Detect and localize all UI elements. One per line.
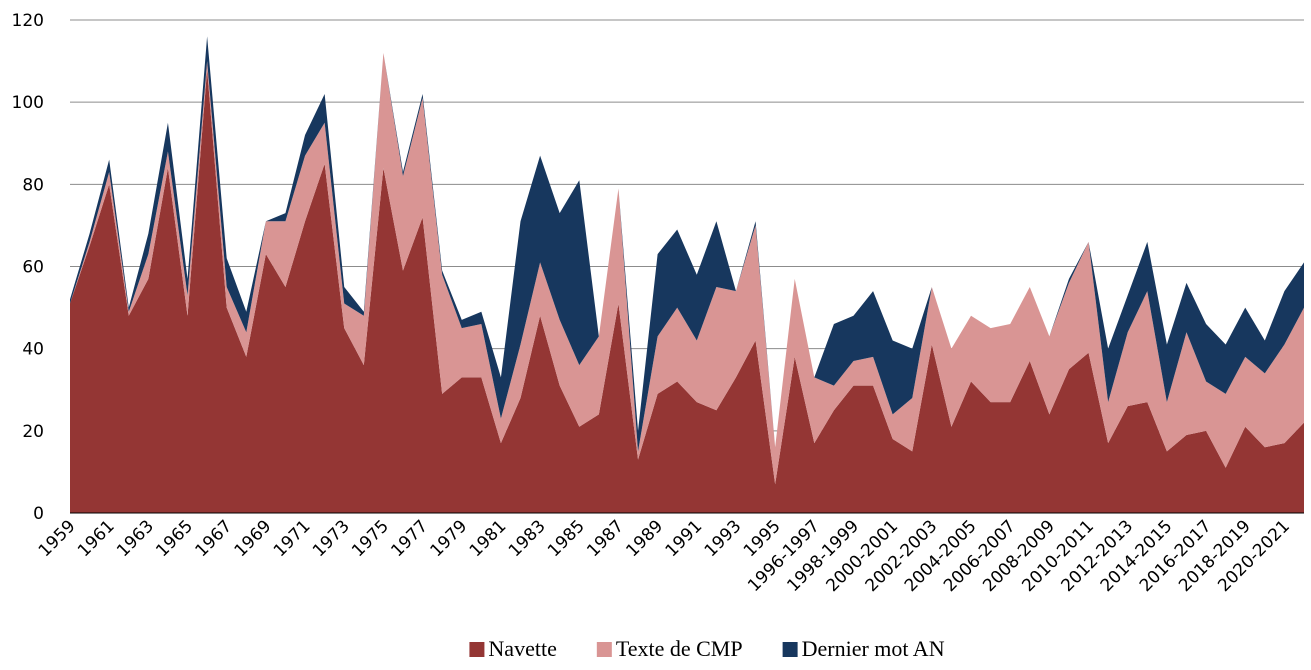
x-tick-label: 1963: [113, 516, 158, 561]
legend-swatch: [596, 642, 612, 657]
x-tick-label: 1993: [701, 516, 746, 561]
x-tick-label: 1985: [544, 516, 589, 561]
y-tick-label: 0: [33, 504, 44, 524]
legend-label: Navette: [488, 636, 556, 661]
legend-swatch: [782, 642, 798, 657]
y-tick-label: 20: [22, 422, 44, 442]
x-tick-label: 1971: [270, 516, 315, 561]
x-tick-label: 1965: [152, 516, 197, 561]
y-tick-label: 40: [22, 340, 44, 360]
x-tick-label: 1989: [622, 516, 667, 561]
legend-swatch: [469, 642, 485, 657]
y-tick-label: 80: [22, 175, 44, 195]
x-tick-label: 1973: [309, 516, 354, 561]
x-tick-label: 1981: [466, 516, 511, 561]
legend-label: Texte de CMP: [616, 636, 743, 661]
x-tick-label: 1979: [427, 516, 472, 561]
x-tick-label: 1969: [231, 516, 276, 561]
x-tick-label: 1991: [662, 516, 707, 561]
x-tick-label: 1983: [505, 516, 550, 561]
y-tick-label: 100: [12, 93, 44, 113]
x-tick-label: 1975: [348, 516, 393, 561]
x-tick-label: 1961: [74, 516, 119, 561]
y-tick-label: 120: [12, 11, 44, 31]
x-tick-label: 1987: [583, 516, 628, 561]
y-tick-label: 60: [22, 258, 44, 278]
legend-label: Dernier mot AN: [802, 636, 945, 661]
area: [70, 52, 1304, 485]
x-tick-label: 1977: [387, 516, 432, 561]
x-tick-label: 1967: [191, 516, 236, 561]
